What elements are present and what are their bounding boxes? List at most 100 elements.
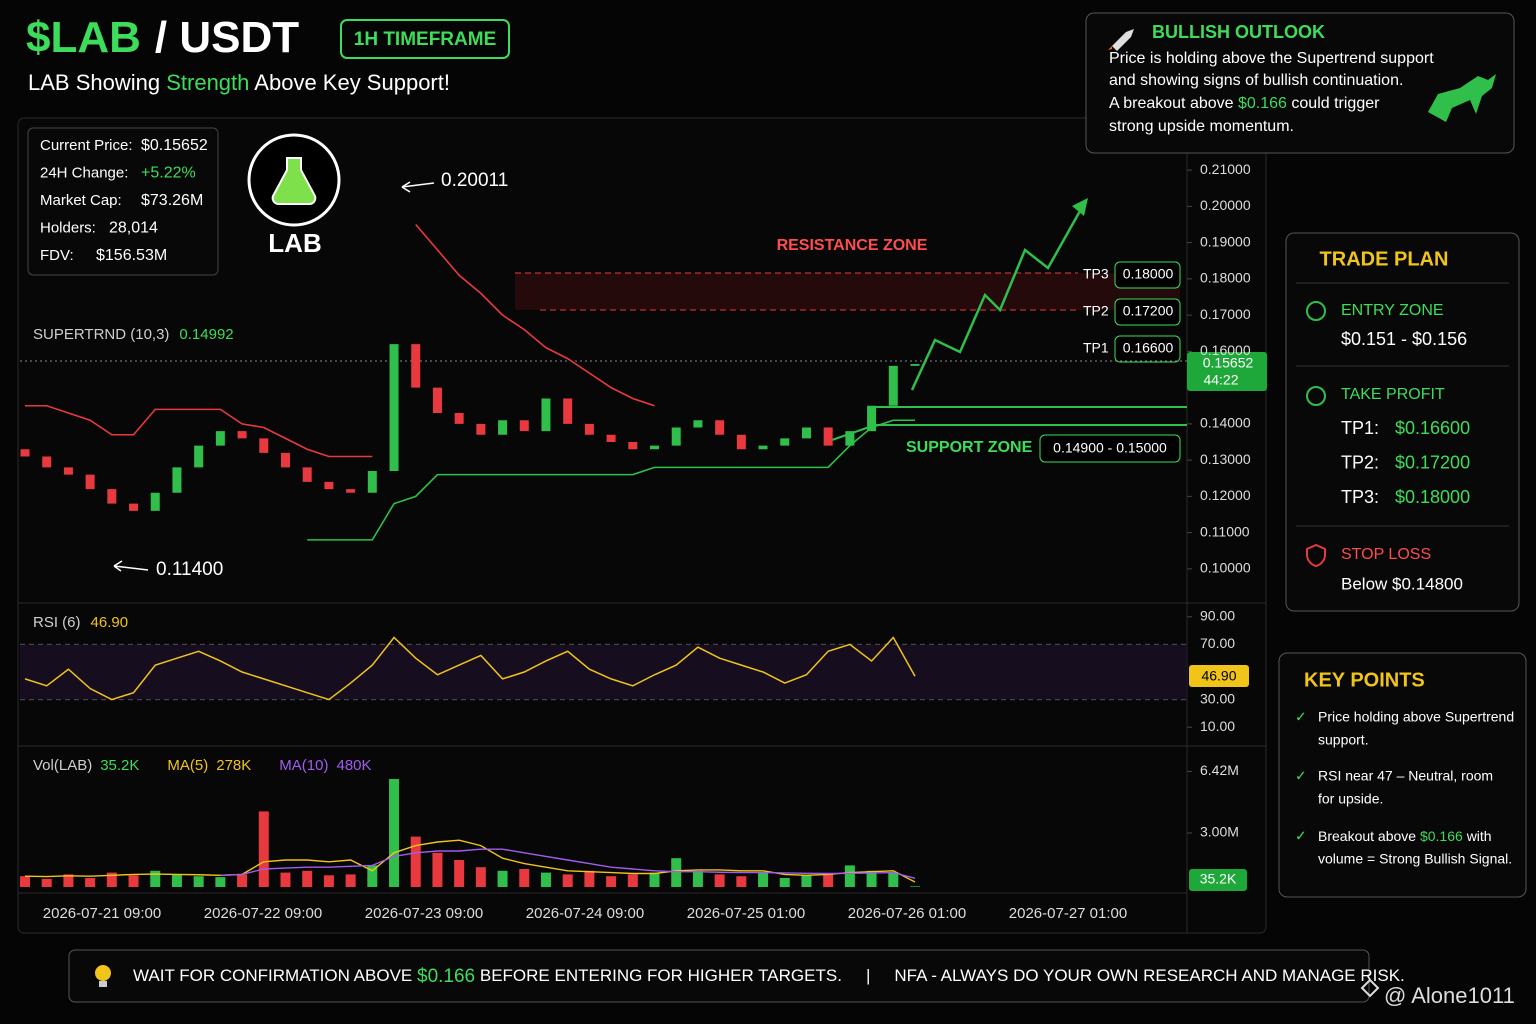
stat-value: $73.26M (141, 192, 203, 209)
candle (107, 489, 117, 504)
watermark-icon (1360, 978, 1380, 998)
volume-tag (1189, 869, 1247, 891)
stats: Current Price: $0.15652 24H Change: +5.22% M… (40, 137, 208, 264)
candle (736, 434, 746, 450)
rsi-value: 46.90 (91, 614, 129, 631)
check: ✓ (1295, 828, 1307, 844)
candle (888, 365, 898, 406)
candle (259, 438, 269, 453)
volume-bar (106, 872, 117, 887)
outlook-line: and showing signs of bullish continuatio… (1109, 72, 1403, 89)
ma10-name: MA(10) (279, 757, 328, 774)
volume-bar (150, 870, 161, 887)
stat-value: +5.22% (141, 165, 196, 182)
resistance-label: RESISTANCE ZONE (777, 237, 928, 254)
candle (150, 492, 160, 511)
tp-tag-box (1114, 261, 1181, 289)
entry-icon (1306, 301, 1326, 321)
volume-bar (215, 877, 226, 887)
low-arrow (113, 560, 149, 572)
logo-flask (271, 157, 317, 205)
tp-value: $0.16600 (1395, 418, 1470, 438)
volume-bar (714, 874, 725, 887)
token: $LAB (26, 13, 141, 62)
stat-value: $156.53M (96, 247, 167, 264)
candle (584, 423, 594, 435)
outlook-text: could trigger (1291, 95, 1380, 112)
rsi-tick-label: 70.00 (1200, 635, 1235, 651)
supertrend-value: 0.14992 (179, 326, 233, 343)
y-tick-label: 0.20000 (1200, 197, 1251, 213)
price-tag (1187, 352, 1267, 391)
volume-bar (823, 874, 834, 887)
footer-box (68, 949, 1370, 1003)
volume-bar (888, 872, 899, 887)
x-tick-label: 2026-07-24 09:00 (526, 905, 644, 922)
support-range: 0.14900 - 0.15000 (1053, 440, 1167, 456)
x-tick-label: 2026-07-22 09:00 (204, 905, 322, 922)
candle (671, 427, 681, 446)
candle (432, 387, 442, 413)
y-tick-label: 0.16000 (1200, 342, 1251, 358)
volume-bar (866, 870, 877, 887)
kp-line: Price holding above Supertrend (1318, 709, 1514, 725)
kp-line: support. (1318, 732, 1369, 748)
logo-text: LAB (268, 228, 321, 258)
ma10-value: 480K (336, 757, 371, 774)
volume-bar (736, 876, 747, 887)
rsi-tick-label: 10.00 (1200, 718, 1235, 734)
volume-bar (454, 860, 465, 887)
candle (237, 431, 247, 439)
tp-value: $0.17200 (1395, 452, 1470, 472)
volume-bar (801, 875, 812, 887)
tp-title: TAKE PROFIT (1341, 386, 1445, 403)
outlook-text: A breakout above (1109, 95, 1234, 112)
candle (42, 456, 52, 468)
rsi-tick-label: 90.00 (1200, 608, 1235, 624)
key-points-title: KEY POINTS (1304, 669, 1425, 691)
outlook-price: $0.166 (1238, 95, 1287, 112)
candle (845, 431, 855, 446)
x-tick-label: 2026-07-25 01:00 (687, 905, 805, 922)
volume-bar (910, 886, 920, 887)
footer-text: WAIT FOR CONFIRMATION ABOVE $0.166 BEFOR… (133, 966, 1405, 987)
tp-label: TP3: (1341, 487, 1379, 507)
key-points-box (1278, 652, 1527, 898)
sl-icon (1306, 543, 1326, 568)
candle (780, 438, 790, 446)
candle (693, 420, 703, 428)
subtitle: LAB Showing Strength Above Key Support! (28, 70, 450, 95)
candle (563, 398, 573, 424)
stat-label: Holders: (40, 219, 96, 236)
volume-bar (128, 875, 139, 887)
candle (801, 427, 811, 439)
stat-label: Current Price: (40, 137, 133, 154)
supertrend-down (25, 223, 655, 458)
y-tick-label: 0.14000 (1200, 415, 1251, 431)
tp-list: TP1: $0.16600 TP2: $0.17200 TP3: $0.18000 (1341, 418, 1470, 507)
candle (476, 423, 486, 435)
candle (628, 442, 638, 450)
candle (498, 420, 508, 435)
badge-box (340, 19, 510, 59)
footer-b: $0.166 (417, 966, 475, 987)
bulb-base (99, 981, 107, 987)
volume-bar (779, 878, 790, 887)
entry-value: $0.151 - $0.156 (1341, 329, 1467, 349)
volume-bar (389, 779, 400, 887)
volume-bar (410, 836, 421, 887)
key-points: ✓ Price holding above Supertrend support… (1295, 709, 1514, 867)
footer-d: NFA - ALWAYS DO YOUR OWN RESEARCH AND MA… (894, 966, 1404, 985)
entry-title: ENTRY ZONE (1341, 302, 1444, 319)
arrow-head (1072, 198, 1088, 216)
bulb-icon (95, 965, 111, 981)
volume-legend: Vol(LAB) 35.2K MA(5) 278K MA(10) 480K (33, 757, 372, 774)
candle (823, 427, 833, 446)
plot: 0.21000 0.20000 0.19000 0.18000 0.17000 0.160… (20, 161, 1251, 922)
price-tag-value: 0.15652 (1203, 355, 1254, 371)
volume-bar (20, 876, 30, 887)
volume-bar (649, 872, 660, 887)
candle (715, 420, 725, 435)
y-tick-label: 0.17000 (1200, 306, 1251, 322)
y-tick-label: 0.21000 (1200, 161, 1251, 177)
